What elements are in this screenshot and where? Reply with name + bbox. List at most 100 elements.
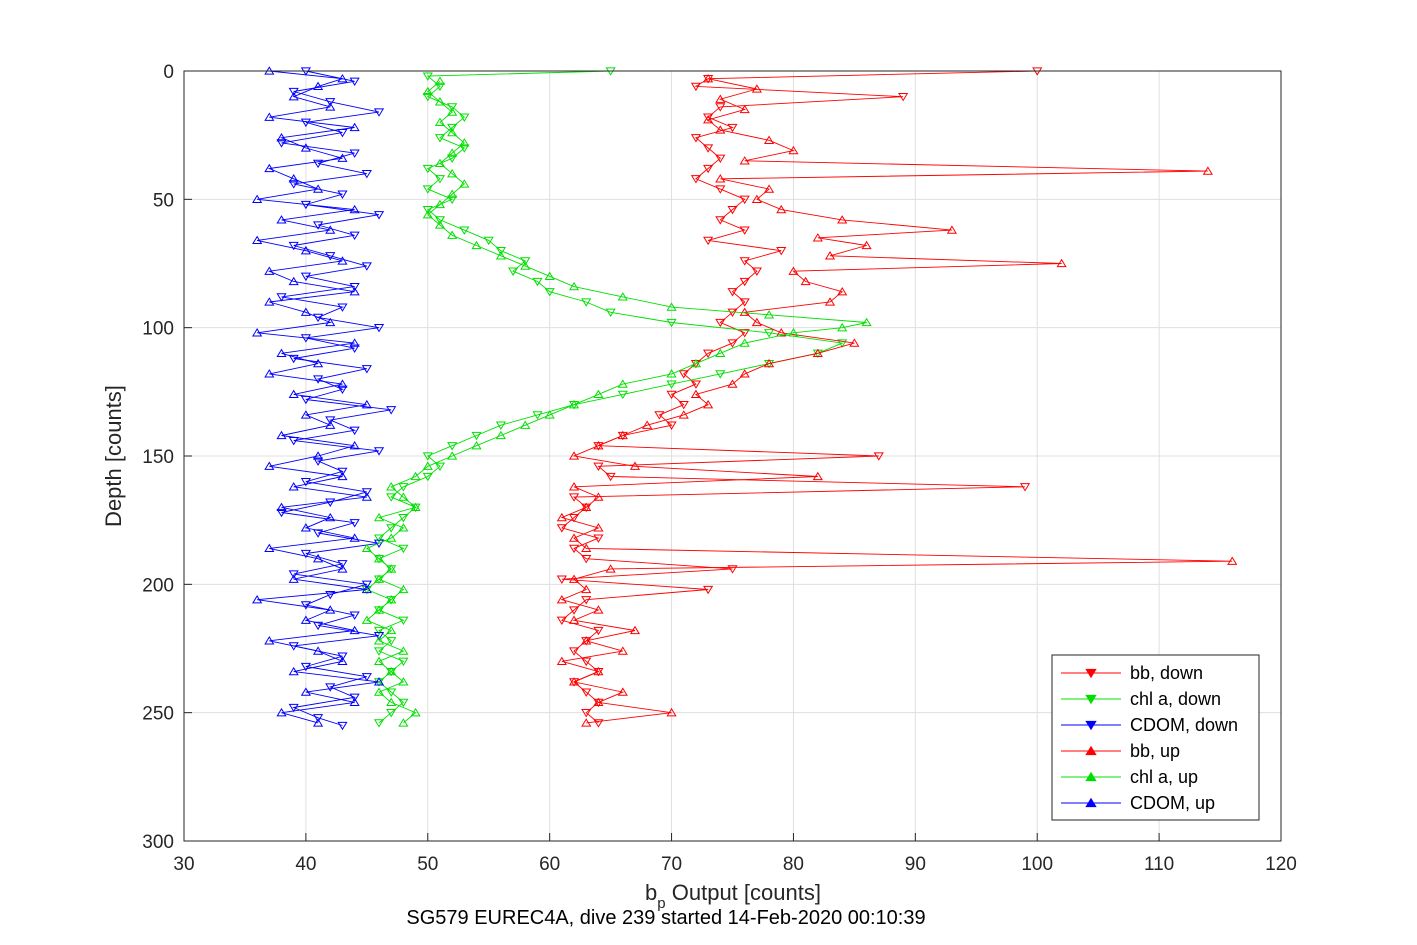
data-point-cdom-down	[337, 190, 348, 199]
data-point-chl-a-up	[447, 451, 458, 460]
data-point-cdom-down	[337, 652, 348, 661]
data-point-bb-up	[617, 687, 628, 696]
data-point-bb-up	[837, 215, 848, 224]
data-point-cdom-up	[288, 574, 299, 583]
chart-subtitle: SG579 EUREC4A, dive 239 started 14-Feb-2…	[406, 907, 925, 929]
data-point-cdom-up	[325, 225, 336, 234]
x-tick-label: 60	[539, 854, 560, 875]
data-point-cdom-up	[349, 286, 360, 296]
data-point-chl-a-up	[617, 292, 628, 301]
y-tick-label: 150	[142, 447, 174, 468]
data-point-bb-up	[715, 125, 726, 134]
data-point-bb-up	[581, 636, 592, 645]
data-point-chl-a-up	[422, 209, 433, 219]
data-point-chl-a-up	[434, 199, 446, 209]
data-point-bb-up	[581, 543, 592, 553]
data-point-chl-a-down	[581, 298, 592, 307]
data-point-chl-a-up	[459, 179, 470, 188]
data-point-cdom-up	[312, 184, 324, 193]
data-point-bb-up	[703, 115, 714, 124]
data-point-bb-up	[581, 718, 592, 727]
data-point-bb-down	[568, 606, 580, 615]
data-point-bb-down	[690, 134, 702, 143]
data-point-cdom-down	[312, 375, 324, 384]
data-point-bb-up	[776, 328, 787, 337]
data-point-cdom-up	[349, 440, 360, 450]
y-tick-label: 100	[142, 319, 174, 340]
data-point-cdom-up	[349, 338, 360, 347]
data-point-bb-down	[556, 616, 567, 626]
data-point-cdom-up	[264, 543, 275, 553]
data-point-chl-a-down	[544, 288, 555, 297]
data-point-bb-down	[593, 626, 604, 636]
data-point-cdom-down	[312, 221, 324, 230]
data-point-bb-up	[812, 233, 823, 242]
data-point-cdom-down	[300, 478, 311, 487]
data-point-cdom-down	[349, 426, 360, 436]
data-point-cdom-down	[386, 406, 397, 415]
data-point-chl-a-up	[447, 148, 458, 157]
data-point-bb-down	[666, 390, 677, 400]
data-point-chl-a-up	[495, 251, 506, 260]
data-point-bb-down	[703, 164, 714, 174]
data-point-bb-down	[727, 339, 738, 348]
data-point-cdom-up	[264, 297, 275, 306]
data-point-cdom-down	[349, 149, 360, 158]
data-point-cdom-up	[288, 174, 299, 183]
data-point-cdom-up	[276, 348, 287, 357]
data-point-chl-a-up	[690, 358, 702, 368]
data-point-bb-down	[739, 277, 750, 287]
data-point-chl-a-up	[520, 261, 531, 270]
data-point-cdom-down	[300, 118, 311, 128]
data-point-bb-down	[873, 452, 884, 461]
ticks: 30 40 50 60 70 80 90 100 110 120 0 50 100 150 200 250 30…	[142, 62, 1297, 875]
data-point-cdom-down	[349, 519, 360, 528]
data-point-cdom-up	[276, 215, 287, 224]
data-point-bb-up	[861, 240, 872, 250]
data-point-bb-up	[556, 594, 567, 604]
data-point-chl-a-up	[398, 718, 409, 727]
data-point-bb-up	[556, 656, 567, 665]
data-point-chl-a-up	[386, 564, 397, 573]
x-tick-label: 40	[295, 854, 316, 875]
data-point-bb-down	[739, 226, 750, 235]
data-point-bb-down	[703, 113, 714, 122]
data-point-cdom-up	[325, 512, 336, 522]
data-point-bb-up	[788, 145, 799, 155]
data-point-chl-a-up	[361, 543, 372, 553]
data-point-cdom-down	[276, 508, 287, 518]
data-point-cdom-down	[349, 344, 360, 353]
data-point-bb-up	[581, 584, 592, 594]
data-point-bb-up	[605, 564, 616, 573]
data-point-bb-up	[824, 297, 836, 306]
data-point-chl-a-up	[422, 86, 433, 96]
data-point-bb-up	[1227, 556, 1238, 565]
data-point-bb-up	[849, 338, 860, 347]
y-tick-label: 0	[163, 62, 174, 83]
data-point-cdom-up	[337, 564, 348, 573]
legend-label: chl a, up	[1130, 767, 1198, 787]
data-point-bb-up	[1202, 166, 1213, 175]
data-point-chl-a-down	[386, 493, 397, 502]
data-point-chl-a-up	[837, 322, 848, 332]
data-point-bb-up	[703, 399, 714, 409]
data-point-cdom-down	[288, 241, 299, 251]
data-point-cdom-up	[252, 328, 263, 337]
data-point-chl-a-up	[410, 707, 421, 717]
data-point-chl-a-down	[837, 339, 848, 348]
legend-label: bb, down	[1130, 663, 1203, 683]
data-point-chl-a-up	[422, 461, 433, 470]
y-tick-label: 50	[153, 190, 174, 211]
data-point-cdom-up	[337, 656, 348, 665]
data-point-cdom-up	[300, 143, 311, 152]
data-point-cdom-up	[312, 646, 324, 655]
data-point-cdom-up	[325, 605, 336, 614]
data-point-bb-up	[763, 135, 775, 144]
data-point-cdom-down	[312, 159, 324, 169]
data-point-cdom-up	[264, 636, 275, 645]
data-point-chl-a-down	[386, 709, 397, 718]
data-point-bb-down	[581, 709, 592, 718]
data-point-bb-up	[593, 440, 604, 450]
data-point-chl-a-up	[398, 584, 409, 594]
